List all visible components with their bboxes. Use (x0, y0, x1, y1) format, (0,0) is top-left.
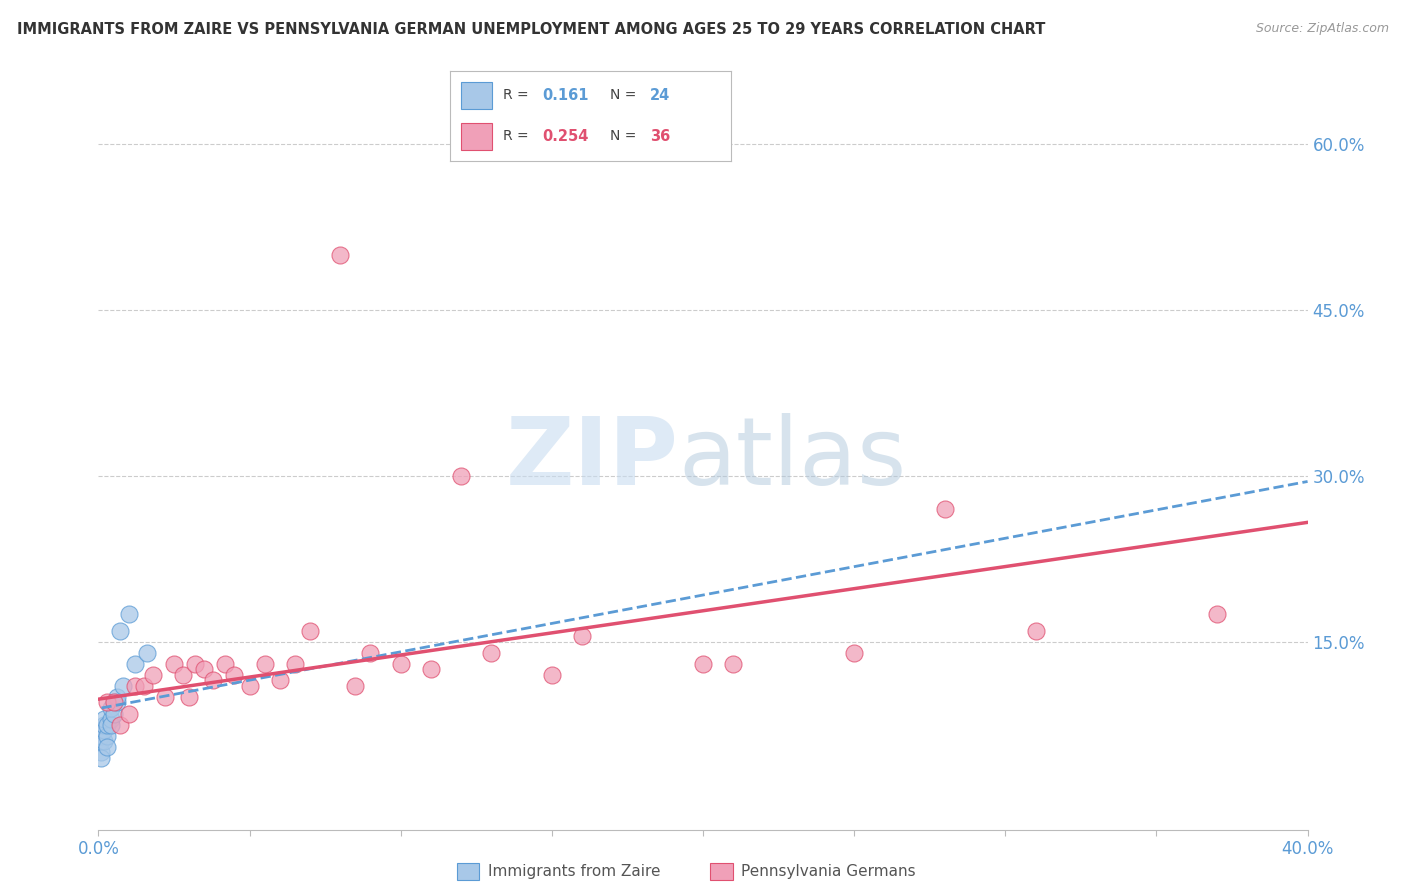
Immigrants from Zaire (96, 717, 118, 731)
Text: atlas: atlas (679, 413, 907, 506)
Pennsylvania Germans (142, 668, 165, 682)
Pennsylvania Germans (108, 717, 131, 731)
Immigrants from Zaire (90, 745, 112, 759)
Pennsylvania Germans (224, 668, 246, 682)
Pennsylvania Germans (269, 673, 291, 688)
Pennsylvania Germans (184, 657, 207, 671)
Text: Immigrants from Zaire: Immigrants from Zaire (488, 864, 661, 879)
Text: N =: N = (610, 129, 637, 144)
Immigrants from Zaire (105, 696, 128, 710)
Pennsylvania Germans (202, 673, 225, 688)
Immigrants from Zaire (93, 734, 115, 748)
Pennsylvania Germans (179, 690, 201, 704)
Immigrants from Zaire (118, 607, 141, 621)
Text: N =: N = (610, 88, 637, 103)
Text: 0.254: 0.254 (543, 129, 589, 144)
Immigrants from Zaire (105, 690, 128, 704)
Bar (461, 82, 492, 109)
Pennsylvania Germans (299, 624, 322, 638)
Immigrants from Zaire (135, 646, 157, 660)
Immigrants from Zaire (103, 696, 125, 710)
Pennsylvania Germans (420, 662, 443, 676)
Pennsylvania Germans (571, 629, 593, 643)
Text: 36: 36 (650, 129, 669, 144)
Immigrants from Zaire (93, 712, 115, 726)
Immigrants from Zaire (100, 701, 122, 715)
Pennsylvania Germans (118, 706, 141, 721)
Immigrants from Zaire (100, 712, 122, 726)
Pennsylvania Germans (132, 679, 155, 693)
Text: 0.161: 0.161 (543, 88, 589, 103)
Pennsylvania Germans (1206, 607, 1229, 621)
Text: R =: R = (503, 129, 529, 144)
Immigrants from Zaire (100, 717, 122, 731)
Pennsylvania Germans (540, 668, 562, 682)
Text: Source: ZipAtlas.com: Source: ZipAtlas.com (1256, 22, 1389, 36)
Pennsylvania Germans (692, 657, 714, 671)
Pennsylvania Germans (723, 657, 745, 671)
Pennsylvania Germans (124, 679, 146, 693)
Pennsylvania Germans (163, 657, 186, 671)
Text: 24: 24 (650, 88, 669, 103)
Immigrants from Zaire (111, 679, 134, 693)
Pennsylvania Germans (96, 696, 118, 710)
Pennsylvania Germans (360, 646, 382, 660)
Bar (461, 123, 492, 150)
Pennsylvania Germans (239, 679, 262, 693)
Pennsylvania Germans (253, 657, 276, 671)
Immigrants from Zaire (96, 739, 118, 754)
Pennsylvania Germans (344, 679, 367, 693)
Immigrants from Zaire (93, 717, 115, 731)
Pennsylvania Germans (450, 469, 472, 483)
Pennsylvania Germans (103, 696, 125, 710)
Pennsylvania Germans (844, 646, 866, 660)
Immigrants from Zaire (90, 723, 112, 738)
Text: ZIP: ZIP (506, 413, 679, 506)
Pennsylvania Germans (284, 657, 307, 671)
Pennsylvania Germans (481, 646, 503, 660)
Immigrants from Zaire (90, 729, 112, 743)
Immigrants from Zaire (96, 729, 118, 743)
Text: Pennsylvania Germans: Pennsylvania Germans (741, 864, 915, 879)
Immigrants from Zaire (108, 624, 131, 638)
Immigrants from Zaire (124, 657, 146, 671)
Pennsylvania Germans (214, 657, 236, 671)
Pennsylvania Germans (193, 662, 215, 676)
Immigrants from Zaire (90, 734, 112, 748)
Immigrants from Zaire (103, 706, 125, 721)
Pennsylvania Germans (1024, 624, 1046, 638)
Text: R =: R = (503, 88, 529, 103)
Pennsylvania Germans (172, 668, 194, 682)
Pennsylvania Germans (934, 502, 956, 516)
Immigrants from Zaire (93, 723, 115, 738)
Pennsylvania Germans (153, 690, 176, 704)
Pennsylvania Germans (329, 248, 352, 262)
Pennsylvania Germans (389, 657, 412, 671)
Immigrants from Zaire (90, 750, 112, 764)
Text: IMMIGRANTS FROM ZAIRE VS PENNSYLVANIA GERMAN UNEMPLOYMENT AMONG AGES 25 TO 29 YE: IMMIGRANTS FROM ZAIRE VS PENNSYLVANIA GE… (17, 22, 1045, 37)
